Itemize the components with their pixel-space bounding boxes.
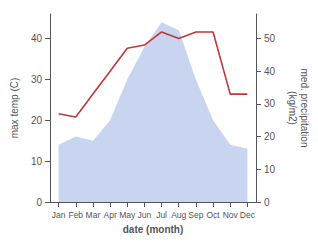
svg-text:Oct: Oct	[206, 210, 220, 220]
svg-text:10: 10	[31, 156, 43, 167]
svg-text:30: 30	[264, 98, 276, 109]
svg-text:30: 30	[31, 74, 43, 85]
svg-text:Aug: Aug	[171, 210, 186, 220]
svg-text:50: 50	[264, 33, 276, 44]
svg-text:med. precipitation: med. precipitation	[299, 69, 310, 148]
svg-text:20: 20	[264, 131, 276, 142]
svg-text:40: 40	[264, 66, 276, 77]
svg-text:Feb: Feb	[68, 210, 83, 220]
svg-text:Nov: Nov	[223, 210, 239, 220]
svg-text:Sep: Sep	[188, 210, 203, 220]
svg-text:20: 20	[31, 115, 43, 126]
svg-text:0: 0	[264, 197, 270, 208]
svg-text:Jul: Jul	[156, 210, 167, 220]
svg-text:10: 10	[264, 164, 276, 175]
svg-text:Jun: Jun	[138, 210, 152, 220]
svg-text:Dec: Dec	[240, 210, 256, 220]
svg-text:Jan: Jan	[52, 210, 66, 220]
svg-text:max temp (C): max temp (C)	[9, 78, 20, 139]
svg-text:40: 40	[31, 33, 43, 44]
svg-text:May: May	[119, 210, 136, 220]
svg-text:Apr: Apr	[103, 210, 116, 220]
svg-text:date (month): date (month)	[123, 224, 184, 235]
svg-text:Mar: Mar	[86, 210, 101, 220]
svg-text:(kg/m2): (kg/m2)	[287, 91, 298, 125]
svg-text:0: 0	[36, 197, 42, 208]
